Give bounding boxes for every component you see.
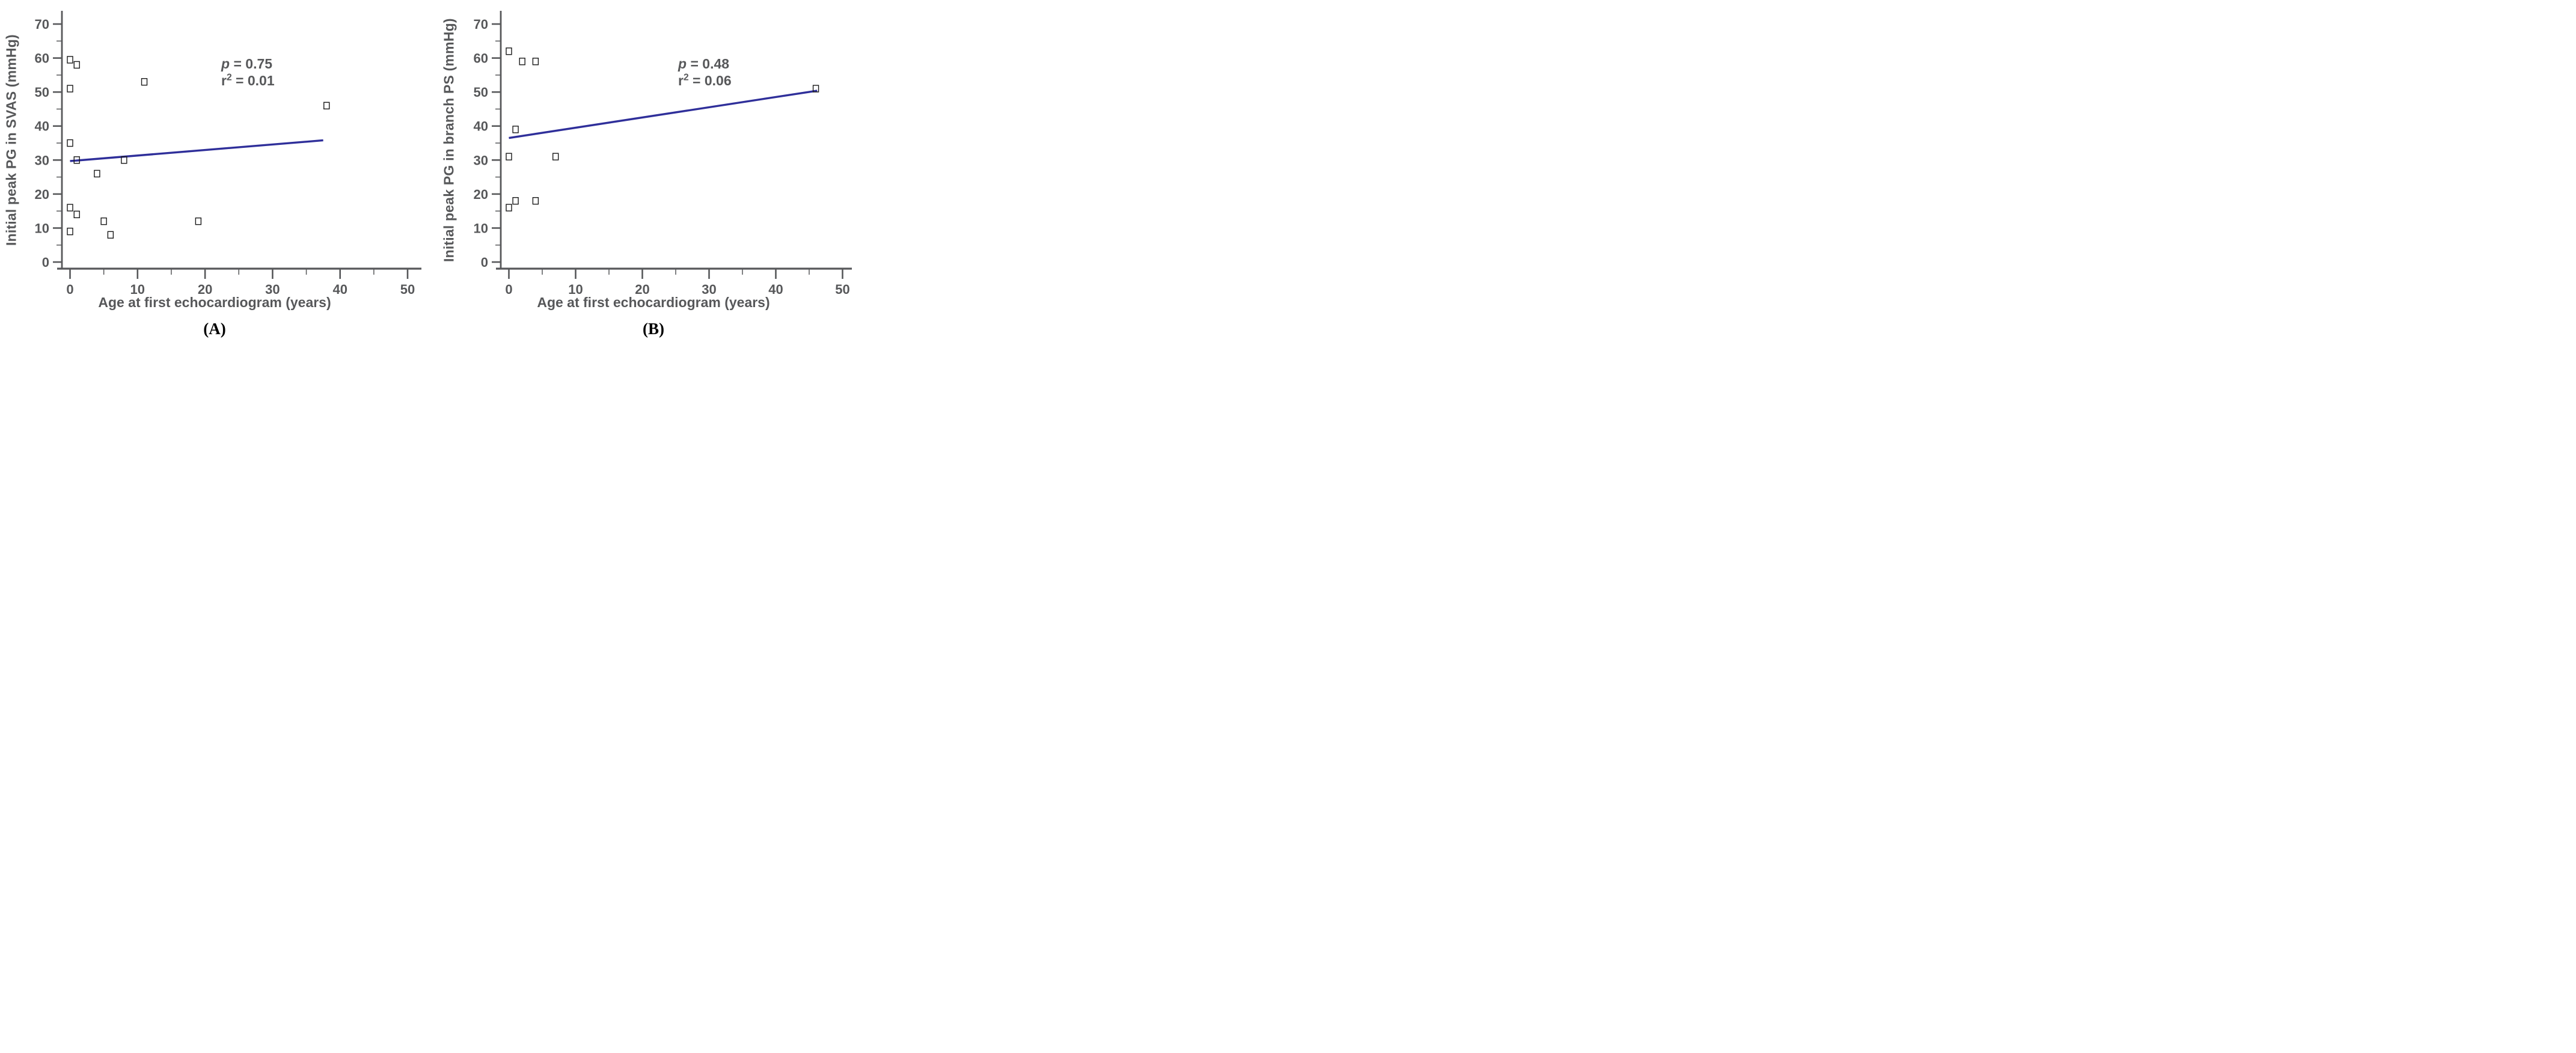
data-point-marker	[532, 197, 539, 205]
x-tick-label: 30	[265, 282, 280, 297]
y-tick-label: 60	[474, 51, 488, 66]
panel-label-b: (B)	[643, 320, 664, 338]
data-point-marker	[121, 156, 127, 164]
data-point-marker	[552, 153, 559, 160]
panel-label-a: (A)	[203, 320, 226, 338]
x-tick-label: 50	[400, 282, 415, 297]
data-point-marker	[141, 78, 148, 86]
scatter-plot-svas: 0 10 20 30 40 50 60 70 0 10 20 30 40 50	[35, 11, 421, 297]
y-axis-title: Initial peak PG in SVAS (mmHg)	[3, 34, 19, 246]
x-axis-title: Age at first echocardiogram (years)	[98, 295, 331, 310]
data-point-marker	[67, 85, 73, 93]
data-point-marker	[67, 56, 73, 64]
panel-b: 0 10 20 30 40 50 60 70 0 10 20 30 40 50 Initial peak …	[429, 0, 858, 351]
data-point-marker	[67, 139, 73, 147]
y-tick-label: 70	[35, 17, 49, 32]
y-tick-label: 20	[474, 187, 488, 202]
p-value-line: p = 0.48	[678, 56, 730, 72]
data-point-marker	[532, 58, 539, 66]
y-tick-label: 0	[481, 255, 488, 270]
y-tick-label: 10	[474, 221, 488, 236]
y-tick-label: 20	[35, 187, 49, 202]
data-point-marker	[67, 227, 73, 236]
x-tick-label: 10	[130, 282, 145, 297]
x-tick-label: 0	[505, 282, 512, 297]
x-tick-label: 50	[835, 282, 849, 297]
y-tick-label: 50	[35, 85, 49, 100]
data-point-marker	[506, 47, 512, 55]
data-point-marker	[73, 61, 80, 69]
data-point-marker	[67, 204, 73, 212]
regression-line	[509, 90, 818, 139]
x-tick-label: 40	[332, 282, 347, 297]
x-tick-label: 20	[198, 282, 212, 297]
panel-a: 0 10 20 30 40 50 60 70 0 10 20 30 40 50 Initial peak …	[0, 0, 429, 351]
y-tick-label: 30	[35, 153, 49, 168]
y-tick-label: 40	[35, 119, 49, 134]
y-tick-label: 10	[35, 221, 49, 236]
data-point-marker	[107, 231, 114, 239]
stats-annotation: p = 0.75 r2 = 0.01	[221, 55, 275, 89]
r-squared-line: r2 = 0.06	[678, 72, 732, 88]
data-point-marker	[73, 156, 80, 164]
data-point-marker	[323, 102, 330, 109]
data-point-marker	[519, 58, 525, 66]
y-tick-label: 70	[474, 17, 488, 32]
data-point-marker	[506, 153, 512, 160]
data-point-marker	[195, 217, 202, 225]
p-value-line: p = 0.75	[221, 56, 273, 72]
data-point-marker	[73, 210, 80, 219]
y-tick-label: 30	[474, 153, 488, 168]
scatter-plot-branch-ps: 0 10 20 30 40 50 60 70 0 10 20 30 40 50	[474, 11, 852, 297]
data-point-marker	[512, 197, 519, 205]
x-tick-label: 20	[635, 282, 649, 297]
y-tick-label: 60	[35, 51, 49, 66]
r-squared-line: r2 = 0.01	[221, 72, 275, 88]
regression-line	[70, 139, 323, 162]
y-axis-title: Initial peak PG in branch PS (mmHg)	[441, 18, 457, 262]
data-point-marker	[506, 204, 512, 212]
x-tick-label: 40	[768, 282, 783, 297]
y-tick-label: 40	[474, 119, 488, 134]
y-tick-label: 0	[42, 255, 49, 270]
y-tick-label: 50	[474, 85, 488, 100]
two-panel-scatter-figure: 0 10 20 30 40 50 60 70 0 10 20 30 40 50 Initial peak …	[0, 0, 858, 351]
data-point-marker	[100, 217, 107, 225]
x-tick-label: 0	[66, 282, 73, 297]
x-tick-label: 10	[568, 282, 583, 297]
data-point-marker	[94, 169, 100, 178]
x-axis-title: Age at first echocardiogram (years)	[537, 295, 770, 310]
data-point-marker	[512, 126, 519, 133]
stats-annotation: p = 0.48 r2 = 0.06	[678, 55, 732, 89]
data-point-marker	[812, 85, 819, 93]
x-tick-label: 30	[702, 282, 716, 297]
